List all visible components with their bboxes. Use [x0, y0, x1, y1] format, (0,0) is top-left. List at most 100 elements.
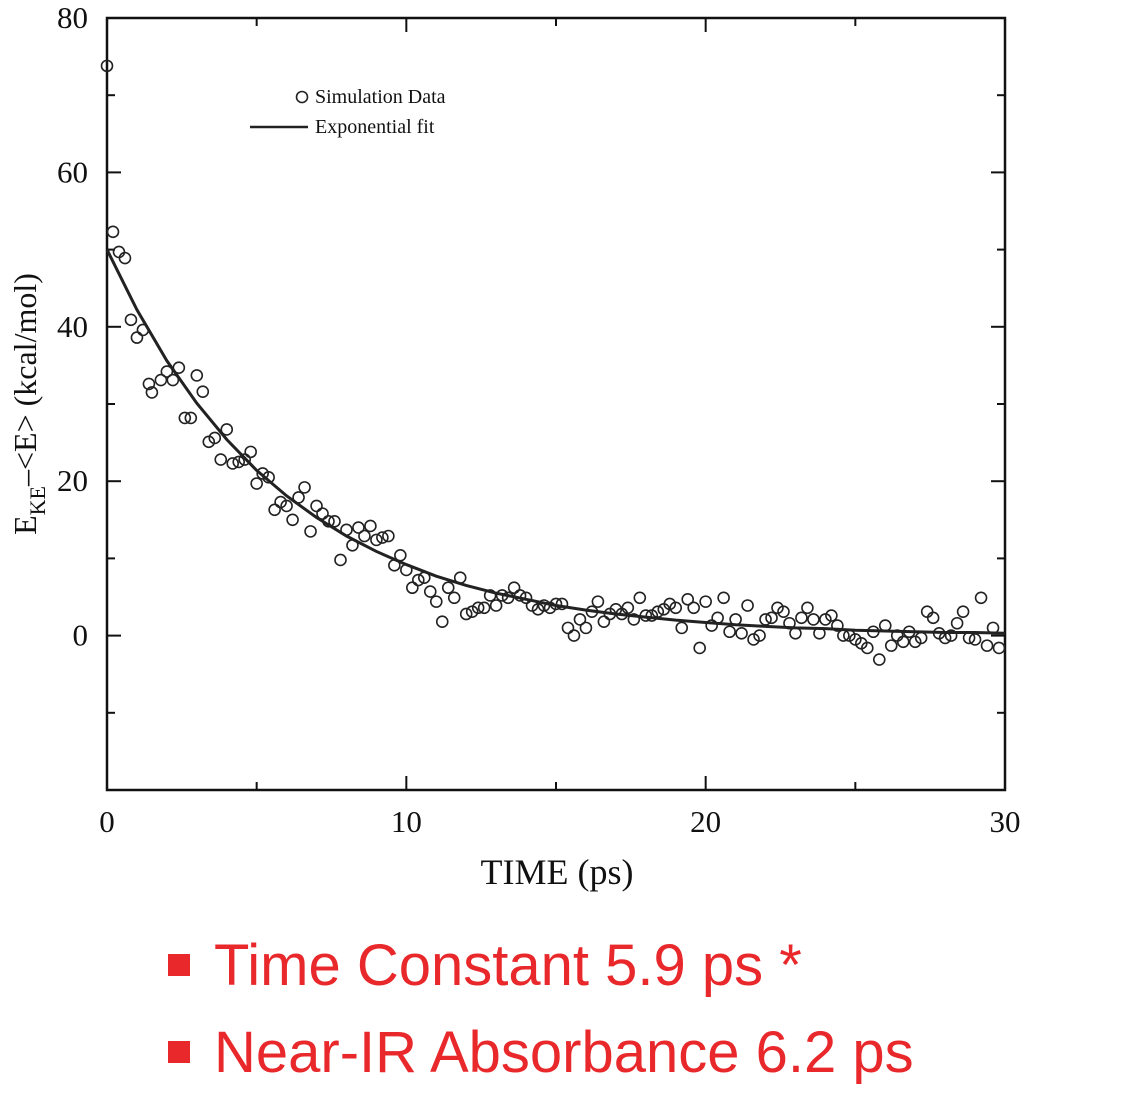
data-point: [693, 641, 706, 655]
data-point: [280, 499, 293, 513]
data-point: [190, 369, 204, 382]
data-point: [160, 365, 174, 378]
data-point: [477, 601, 491, 615]
data-point: [196, 385, 210, 398]
data-point: [675, 621, 689, 635]
data-point: [130, 331, 144, 344]
data-point: [412, 573, 425, 587]
legend-label: Simulation Data: [315, 86, 446, 108]
bullet: [168, 954, 190, 976]
data-point: [687, 601, 700, 615]
data-point: [112, 245, 126, 259]
data-point: [232, 455, 246, 469]
data-point: [723, 625, 736, 639]
data-point: [825, 609, 838, 622]
data-point: [884, 639, 898, 652]
y-label-main: E: [7, 515, 43, 535]
data-point: [142, 377, 156, 391]
data-point: [765, 611, 778, 625]
data-point: [250, 477, 263, 490]
data-point: [920, 605, 934, 618]
data-point: [573, 613, 587, 626]
data-point: [118, 251, 132, 265]
data-point: [896, 635, 910, 649]
legend-label: Exponential fit: [315, 116, 435, 138]
data-point: [579, 621, 593, 635]
data-point: [459, 607, 473, 621]
note: Time Constant 5.9 ps *: [214, 933, 802, 998]
x-axis-label: TIME (ps): [481, 852, 634, 892]
data-point: [268, 503, 281, 517]
data-point: [382, 529, 395, 543]
data-point: [489, 599, 503, 612]
data-point: [555, 597, 569, 611]
data-point: [980, 639, 994, 652]
data-point: [208, 431, 222, 445]
data-point: [184, 411, 198, 425]
data-point: [441, 581, 455, 595]
legend-marker: [295, 90, 309, 104]
y-tick-label: 20: [57, 463, 88, 498]
data-point: [429, 595, 443, 608]
data-point: [597, 615, 611, 629]
data-point: [376, 531, 389, 544]
data-point: [226, 457, 240, 470]
x-tick-label: 10: [391, 804, 422, 839]
data-point: [298, 481, 311, 494]
data-point: [753, 629, 766, 642]
data-point: [567, 629, 581, 642]
x-tick-label: 0: [99, 804, 115, 839]
data-point: [178, 411, 192, 425]
data-point: [423, 585, 437, 598]
plot-frame: [105, 16, 1007, 792]
data-point: [717, 591, 730, 605]
y-tick-label: 80: [57, 0, 88, 35]
fit-line: [105, 248, 1006, 635]
data-point: [334, 553, 347, 567]
data-point: [406, 581, 419, 595]
data-point: [370, 533, 383, 547]
data-point: [699, 595, 712, 608]
data-point: [106, 225, 120, 239]
data-point: [807, 613, 820, 626]
data-point: [861, 641, 874, 655]
data-point: [447, 591, 461, 605]
y-label-sub: KE: [25, 486, 50, 515]
data-point: [471, 601, 485, 615]
data-point: [214, 453, 228, 466]
data-point: [100, 59, 114, 73]
data-point: [220, 423, 234, 436]
data-point: [992, 641, 1006, 655]
data-point: [974, 591, 988, 605]
x-tick-label: 20: [690, 804, 721, 839]
data-point: [154, 373, 168, 387]
data-point: [286, 513, 299, 527]
data-point: [627, 613, 641, 626]
bullet: [168, 1041, 190, 1063]
data-point: [435, 615, 449, 629]
data-point: [669, 601, 683, 615]
data-point: [304, 525, 317, 538]
data-point: [926, 611, 940, 625]
data-point: [238, 453, 251, 466]
data-point: [633, 591, 647, 605]
data-point: [358, 529, 371, 543]
data-point: [735, 626, 748, 640]
data-point: [591, 595, 605, 608]
data-point: [561, 621, 575, 635]
data-point: [777, 605, 790, 618]
note: Near-IR Absorbance 6.2 ps: [214, 1020, 914, 1085]
data-point: [621, 601, 635, 615]
data-point: [950, 616, 964, 630]
data-point: [483, 589, 497, 602]
data-point: [705, 619, 718, 632]
y-axis-label: EKE–<E> (kcal/mol): [7, 273, 50, 535]
data-point: [244, 445, 257, 459]
data-point: [364, 519, 377, 533]
data-point: [795, 611, 808, 625]
data-point: [741, 599, 754, 612]
data-point: [872, 653, 886, 666]
y-tick-label: 0: [73, 618, 89, 653]
data-point: [681, 593, 695, 606]
